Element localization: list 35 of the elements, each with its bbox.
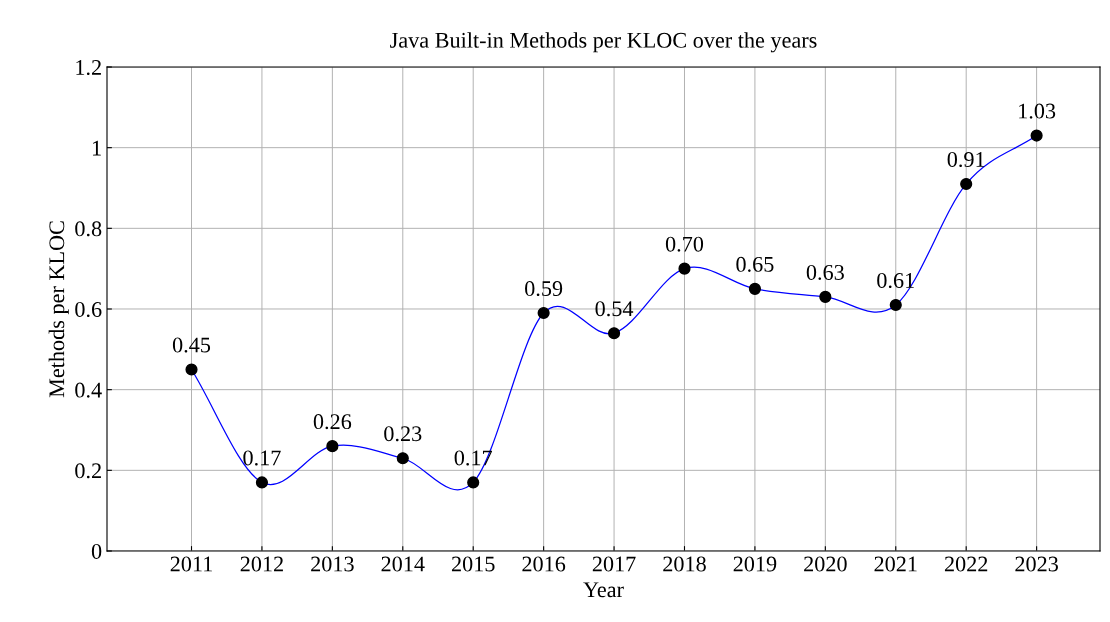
data-label: 0.70 bbox=[665, 236, 704, 252]
x-tick-label: 2018 bbox=[663, 556, 706, 572]
x-tick-label: 2017 bbox=[592, 556, 636, 572]
data-label: 1.03 bbox=[1019, 103, 1056, 119]
y-tick-label: 0.2 bbox=[75, 463, 101, 479]
x-tick-label: 2019 bbox=[733, 556, 777, 572]
y-tick-label: 0.6 bbox=[75, 301, 102, 318]
x-tick-label: 2022 bbox=[944, 556, 988, 572]
data-label: 0.26 bbox=[313, 414, 352, 430]
x-tick-label: 2012 bbox=[240, 556, 283, 572]
data-label: 0.54 bbox=[595, 301, 634, 317]
data-label: 0.45 bbox=[172, 337, 211, 353]
x-tick-label: 2020 bbox=[804, 556, 847, 572]
x-axis-title: Year bbox=[583, 582, 624, 598]
x-tick-label: 2016 bbox=[522, 556, 566, 572]
data-label: 0.23 bbox=[384, 426, 422, 442]
x-tick-label: 2013 bbox=[311, 556, 354, 572]
x-tick-label: 2011 bbox=[170, 556, 212, 572]
y-tick-label: 0.8 bbox=[75, 221, 102, 237]
x-tick-label: 2015 bbox=[451, 556, 495, 572]
y-tick-label: 0.4 bbox=[75, 382, 102, 398]
chart-title: Java Built-in Methods per KLOC over the years bbox=[390, 32, 817, 53]
data-label: 0.65 bbox=[736, 256, 774, 272]
x-tick-label: 2014 bbox=[381, 556, 425, 572]
y-tick-label: 1 bbox=[92, 140, 101, 156]
y-tick-label: 1.2 bbox=[76, 59, 101, 76]
data-label: 0.61 bbox=[877, 272, 914, 289]
data-label: 0.59 bbox=[525, 281, 563, 297]
x-tick-label: 2021 bbox=[874, 556, 917, 572]
y-tick-label: 0 bbox=[91, 543, 102, 559]
y-axis-title: Methods per KLOC bbox=[48, 221, 69, 398]
x-tick-label: 2023 bbox=[1015, 556, 1058, 572]
data-label: 0.63 bbox=[806, 264, 844, 280]
data-label: 0.91 bbox=[947, 151, 985, 168]
data-label: 0.17 bbox=[243, 450, 281, 466]
